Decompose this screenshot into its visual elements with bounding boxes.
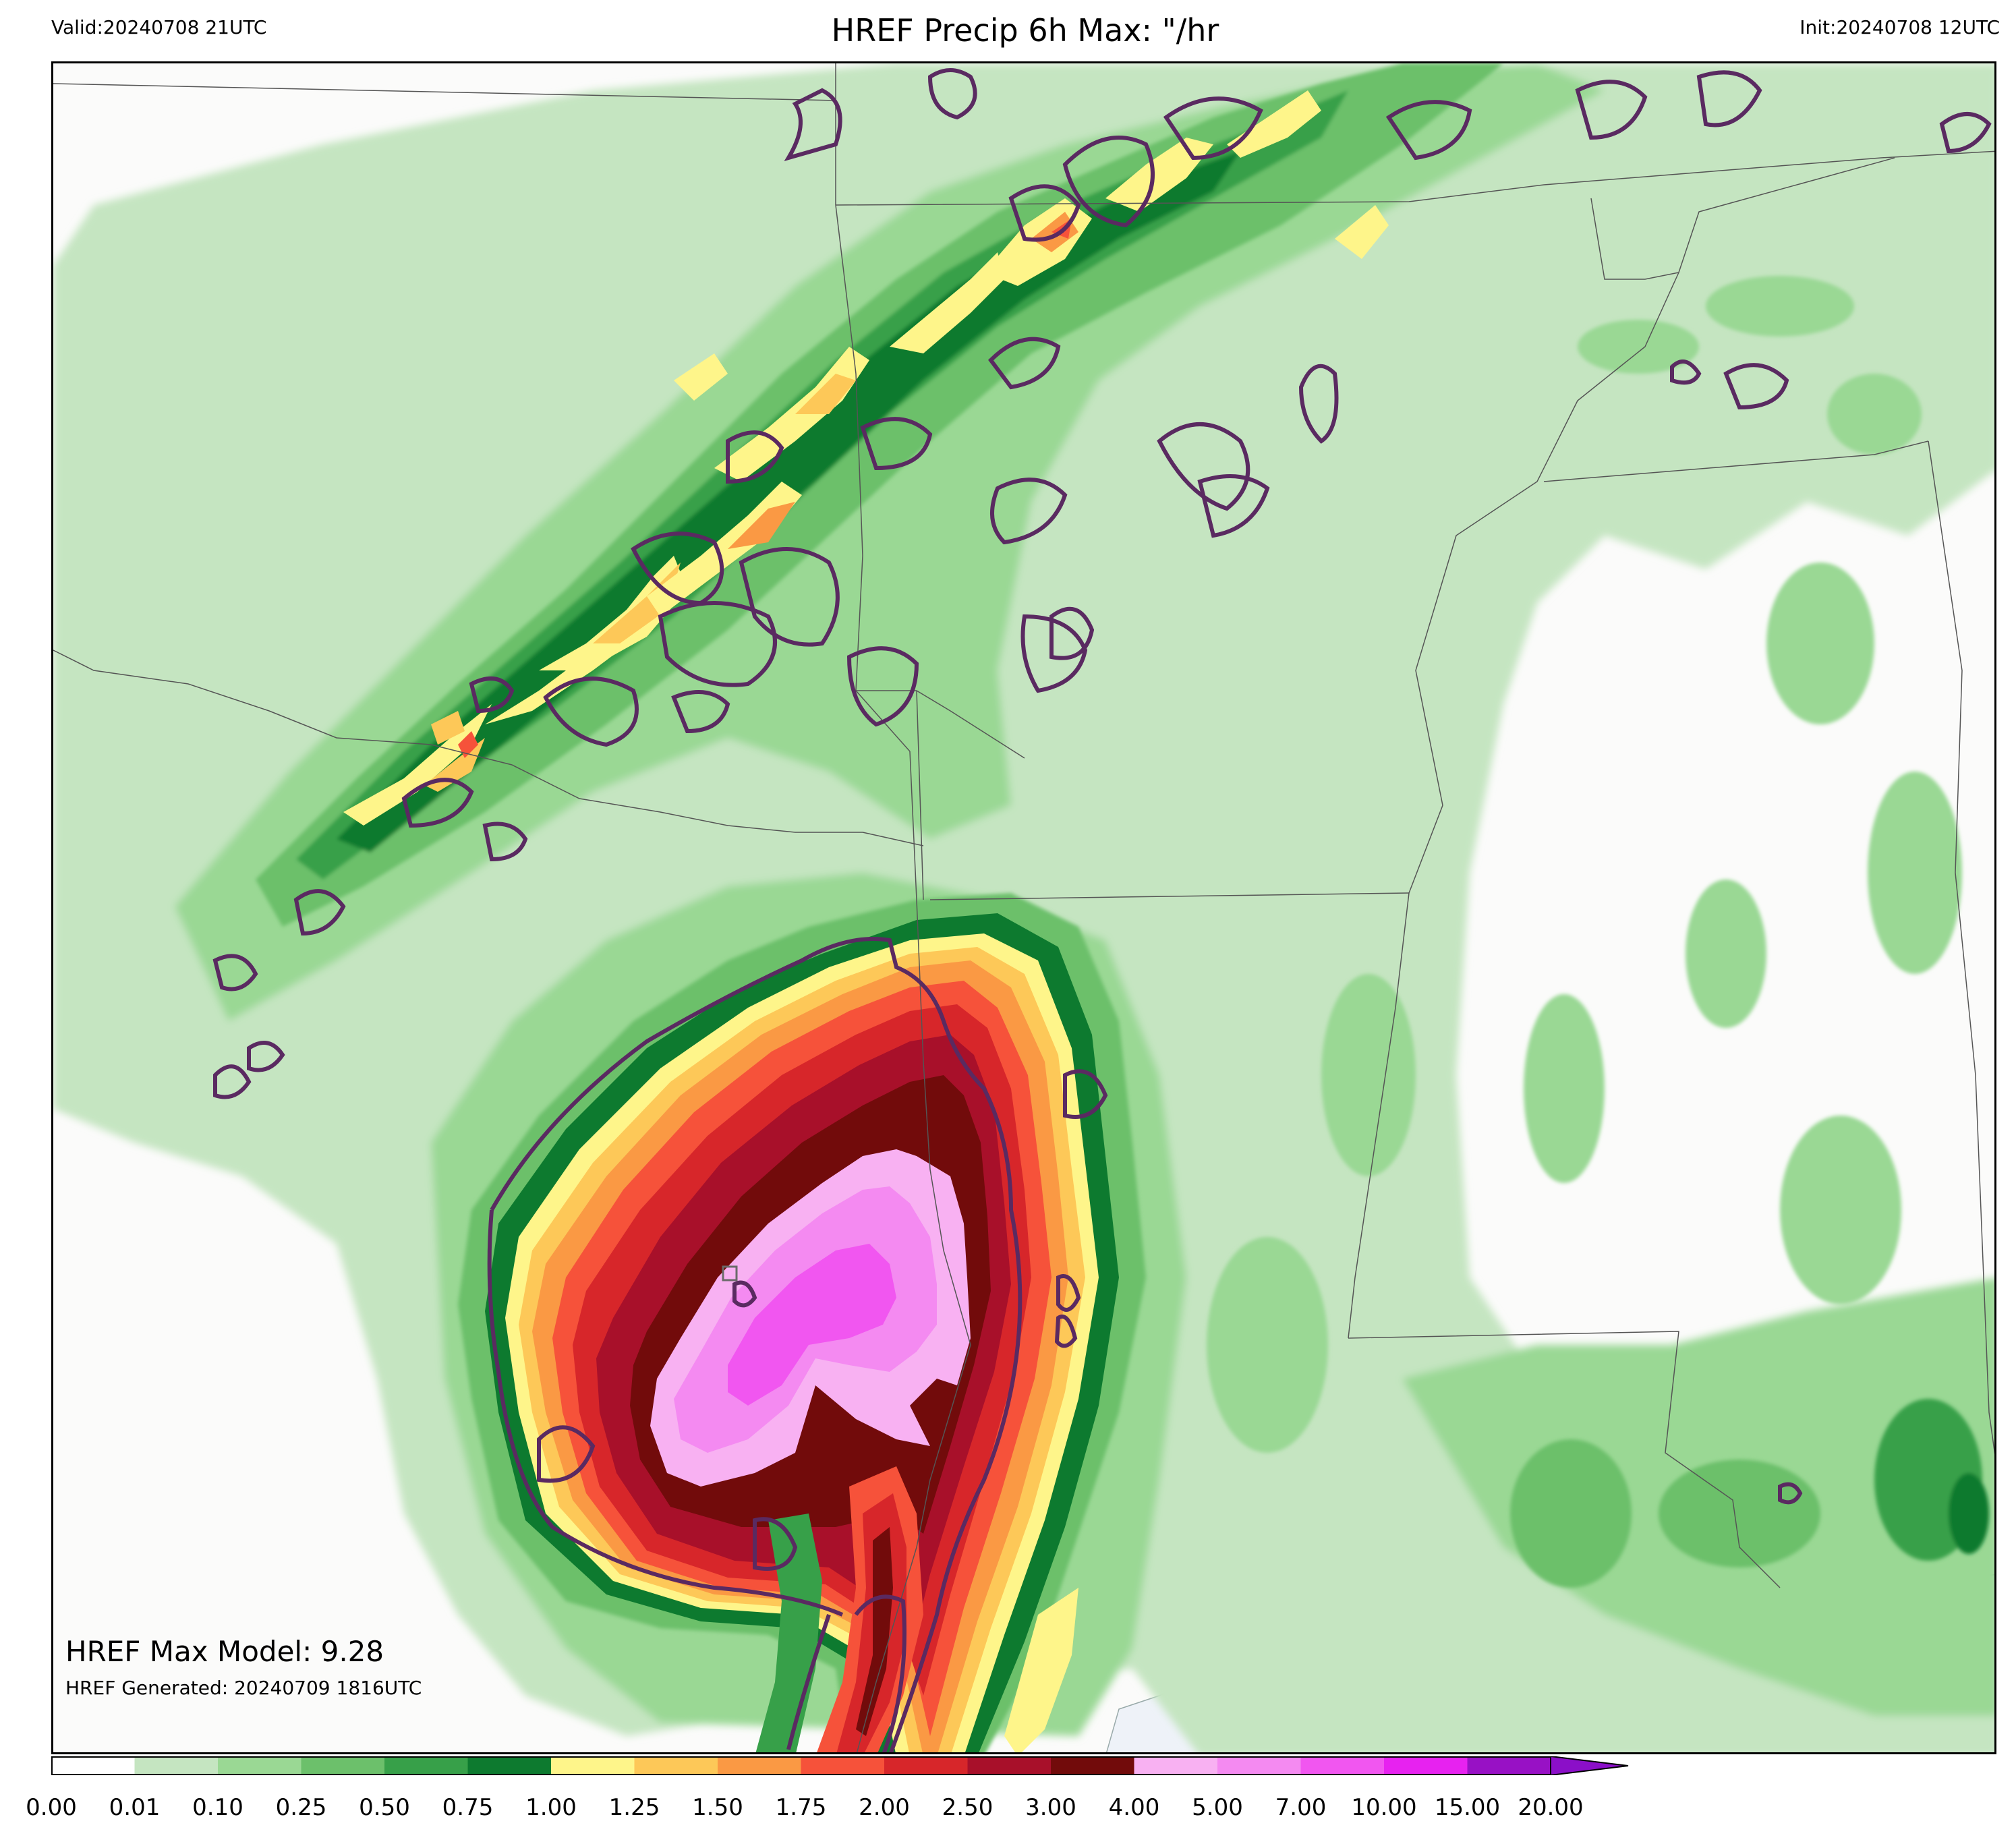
colorbar-tick-label: 0.50 — [359, 1794, 410, 1821]
colorbar-tick-label: 0.01 — [109, 1794, 161, 1821]
colorbar-tick-label: 10.00 — [1351, 1794, 1417, 1821]
colorbar-segment — [801, 1756, 885, 1775]
init-time-label: Init:20240708 12UTC — [1799, 16, 2000, 38]
map-graphic — [53, 63, 1994, 1752]
colorbar-segment — [1300, 1756, 1385, 1775]
colorbar-segment — [884, 1756, 968, 1775]
east-showers — [1207, 276, 1962, 1453]
generated-label: HREF Generated: 20240709 1816UTC — [65, 1677, 422, 1699]
valid-time-label: Valid:20240708 21UTC — [51, 16, 267, 38]
colorbar-tick-label: 2.00 — [859, 1794, 910, 1821]
colorbar-segment — [1384, 1756, 1468, 1775]
colorbar-segment — [1467, 1756, 1551, 1775]
colorbar-tick-label: 15.00 — [1434, 1794, 1501, 1821]
colorbar-segment — [1134, 1756, 1218, 1775]
colorbar-segment — [384, 1756, 468, 1775]
colorbar-segment — [718, 1756, 801, 1775]
colorbar-tick-label: 2.50 — [942, 1794, 993, 1821]
colorbar-tick-label: 1.75 — [775, 1794, 827, 1821]
colorbar-segment — [301, 1756, 385, 1775]
probability-contours — [212, 68, 1992, 1752]
colorbar-segment — [1217, 1756, 1301, 1775]
state-borders — [53, 63, 1994, 1752]
colorbar-tick-label: 0.75 — [442, 1794, 494, 1821]
colorbar-segment — [467, 1756, 552, 1775]
max-model-label: HREF Max Model: 9.28 — [65, 1635, 384, 1668]
colorbar-extend-arrow — [1550, 1756, 1629, 1775]
se-storms — [1510, 1399, 1989, 1588]
precip-map: HREF Max Model: 9.28 HREF Generated: 202… — [51, 61, 1996, 1754]
colorbar-tick-label: 1.25 — [608, 1794, 660, 1821]
colorbar-tick-label: 1.50 — [692, 1794, 743, 1821]
major-precip-core — [458, 893, 1146, 1752]
nw-storm-cells — [343, 90, 1389, 826]
colorbar-segment — [967, 1756, 1052, 1775]
colorbar-tick-label: 7.00 — [1275, 1794, 1327, 1821]
colorbar-tick-label: 3.00 — [1025, 1794, 1076, 1821]
colorbar-tick-label: 20.00 — [1518, 1794, 1584, 1821]
colorbar-tick-label: 0.10 — [192, 1794, 243, 1821]
colorbar-tick-label: 4.00 — [1108, 1794, 1160, 1821]
colorbar-tick-label: 1.00 — [525, 1794, 577, 1821]
colorbar-outline — [51, 1756, 1551, 1775]
colorbar-segment — [634, 1756, 718, 1775]
colorbar-tick-label: 5.00 — [1192, 1794, 1243, 1821]
colorbar-tick-label: 0.00 — [26, 1794, 77, 1821]
colorbar-segment — [218, 1756, 301, 1775]
colorbar-segment — [51, 1756, 135, 1775]
max-location-marker — [722, 1265, 738, 1281]
chart-title: HREF Precip 6h Max: "/hr — [0, 12, 2016, 49]
colorbar-segment — [551, 1756, 635, 1775]
colorbar — [51, 1756, 1629, 1775]
colorbar-segment — [134, 1756, 219, 1775]
colorbar-segment — [1051, 1756, 1134, 1775]
chart-title-text: HREF Precip 6h Max: "/hr — [831, 12, 1219, 49]
colorbar-tick-label: 0.25 — [275, 1794, 327, 1821]
